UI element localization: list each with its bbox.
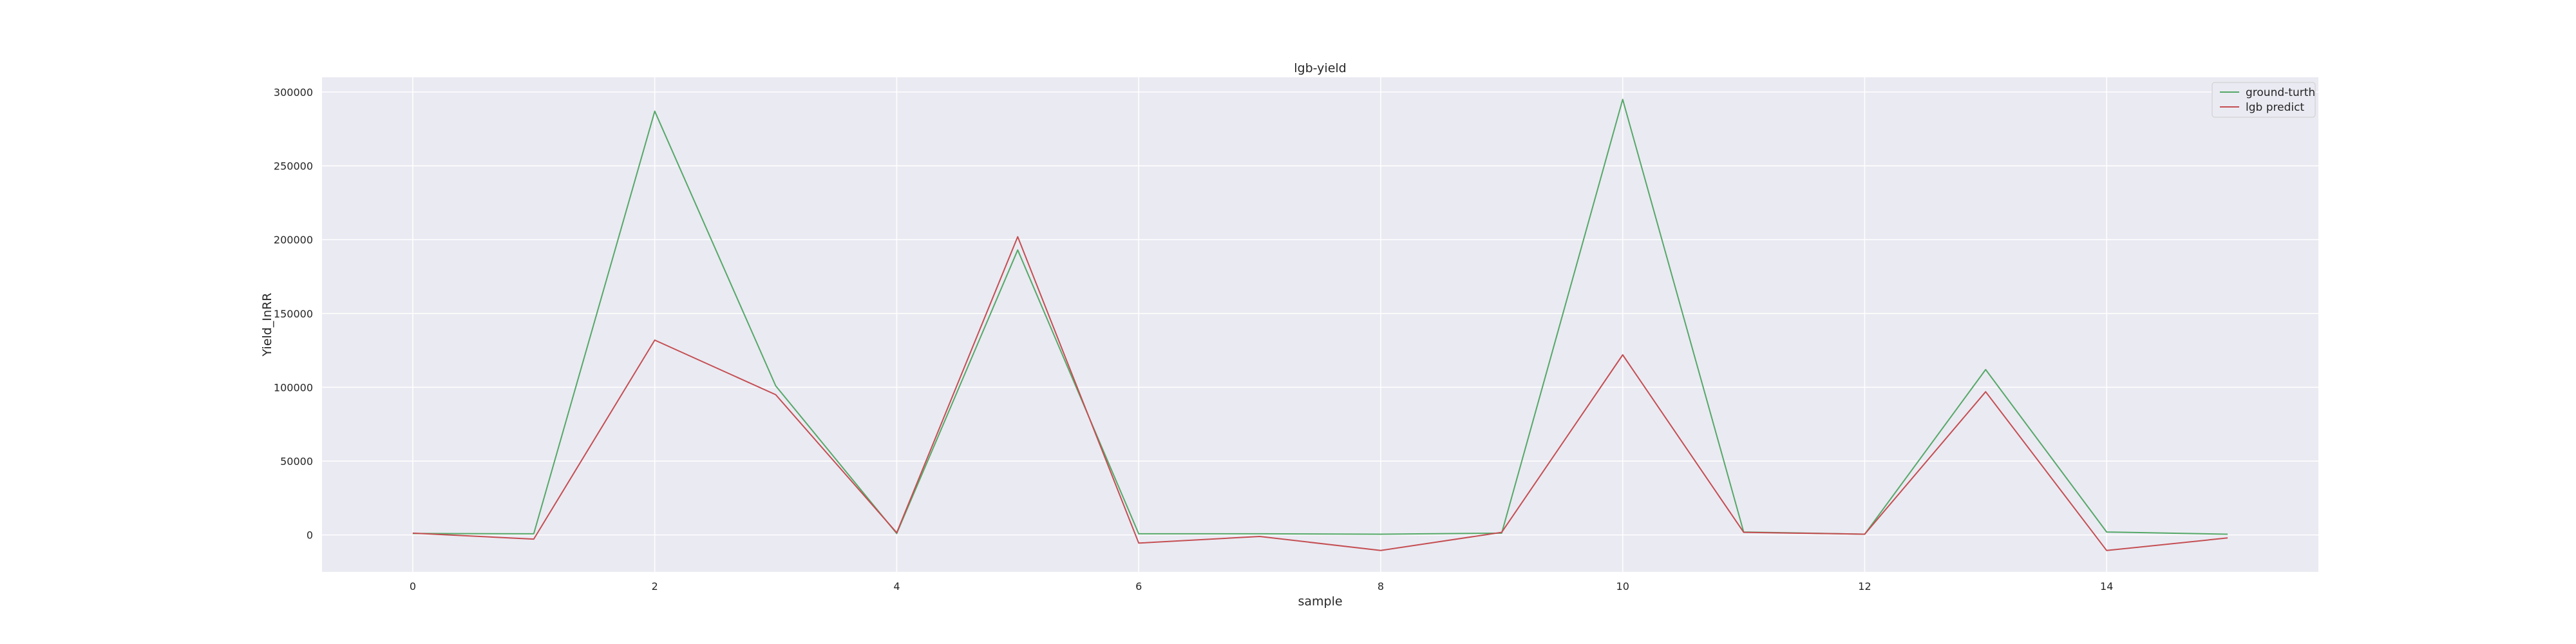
chart-title: lgb-yield xyxy=(1294,61,1346,75)
series-lines xyxy=(412,99,2228,551)
x-tick-label: 4 xyxy=(893,580,900,592)
y-tick-label: 300000 xyxy=(274,86,313,99)
x-tick-label: 2 xyxy=(652,580,658,592)
plot-background xyxy=(322,77,2318,572)
y-tick-labels: 0 50000 100000 150000 200000 250000 300000 xyxy=(274,86,313,542)
y-tick-label: 200000 xyxy=(274,234,313,246)
series-line-lgb-predict xyxy=(412,236,2228,551)
legend-box xyxy=(2211,82,2316,118)
x-tick-label: 10 xyxy=(1616,580,1629,592)
y-tick-label: 0 xyxy=(307,529,313,542)
legend-label-lgb-predict: lgb predict xyxy=(2246,101,2304,114)
grid xyxy=(322,77,2318,572)
x-tick-label: 0 xyxy=(410,580,416,592)
series-line-ground-turth xyxy=(412,99,2228,535)
x-tick-label: 14 xyxy=(2100,580,2113,592)
y-tick-label: 50000 xyxy=(280,455,313,468)
y-axis-label: Yield_InRR xyxy=(260,293,274,357)
y-tick-label: 250000 xyxy=(274,160,313,173)
legend-label-ground-turth: ground-turth xyxy=(2246,86,2315,99)
x-tick-label: 6 xyxy=(1135,580,1142,592)
y-tick-label: 150000 xyxy=(274,308,313,320)
x-tick-label: 12 xyxy=(1858,580,1871,592)
x-tick-label: 8 xyxy=(1378,580,1384,592)
y-tick-label: 100000 xyxy=(274,381,313,393)
x-tick-labels: 0 2 4 6 8 10 12 14 xyxy=(410,580,2114,592)
legend: ground-turth lgb predict xyxy=(2211,82,2316,118)
x-axis-label: sample xyxy=(1298,594,1342,609)
